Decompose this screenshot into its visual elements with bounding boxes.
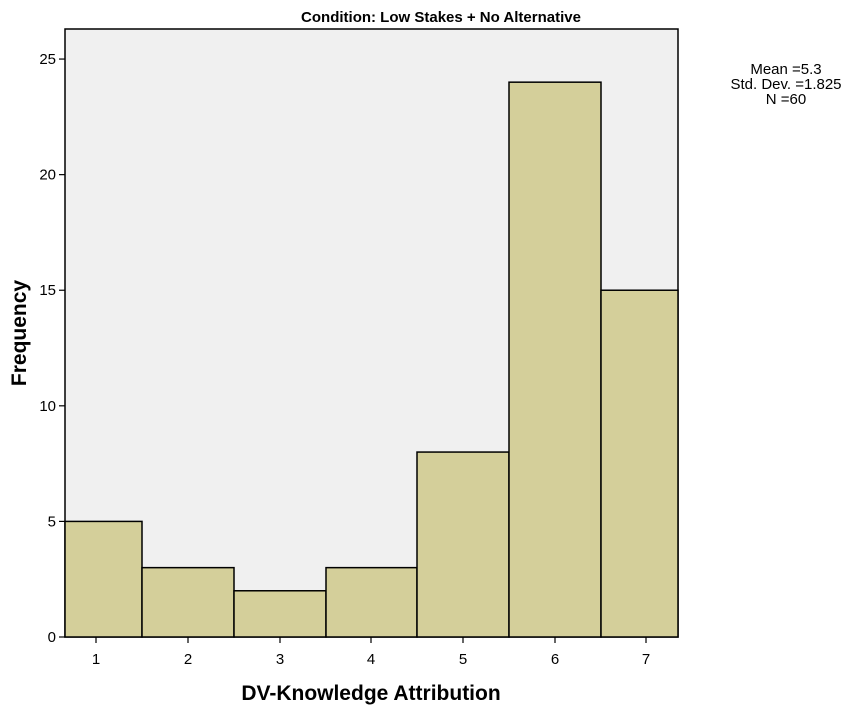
bar-3 [233, 590, 327, 638]
x-tick-label-2: 2 [184, 651, 192, 668]
x-tick-label-3: 3 [276, 651, 284, 668]
bars-group [64, 81, 679, 638]
x-tick-label-1: 1 [92, 651, 100, 668]
bar-5 [416, 451, 510, 638]
chart-title: Condition: Low Stakes + No Alternative [301, 9, 581, 26]
x-tick-label-5: 5 [459, 651, 467, 668]
stat-std-dev: Std. Dev. =1.825 [730, 76, 841, 93]
x-tick-label-4: 4 [367, 651, 375, 668]
bar-1 [64, 520, 143, 638]
y-tick-label-15: 15 [39, 282, 56, 299]
bar-4 [325, 566, 418, 638]
stat-mean: Mean =5.3 [750, 61, 821, 78]
y-axis-label: Frequency [8, 280, 31, 387]
y-tick-label-10: 10 [39, 398, 56, 415]
x-tick-label-6: 6 [551, 651, 559, 668]
y-tick-label-5: 5 [48, 513, 56, 530]
x-tick-label-7: 7 [642, 651, 650, 668]
y-tick-label-0: 0 [48, 629, 56, 646]
x-axis-label: DV-Knowledge Attribution [241, 682, 500, 705]
stat-n: N =60 [766, 91, 806, 108]
y-tick-label-20: 20 [39, 167, 56, 184]
x-axis: 1 2 3 4 5 6 7 [92, 637, 650, 668]
bar-7 [600, 289, 679, 638]
stats-box: Mean =5.3 Std. Dev. =1.825 N =60 [730, 61, 841, 108]
y-axis: 0 5 10 15 20 25 [39, 51, 65, 646]
y-tick-label-25: 25 [39, 51, 56, 68]
bar-2 [141, 566, 235, 638]
bar-6 [508, 81, 602, 638]
